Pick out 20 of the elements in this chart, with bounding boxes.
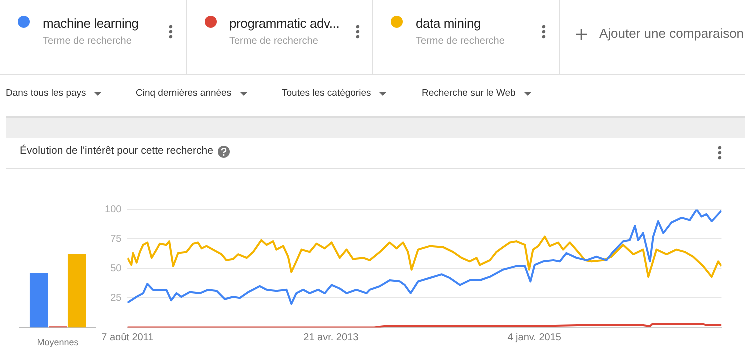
text: Recherche sur le Web [422,88,516,99]
y-tick-label: 75 [110,234,122,245]
legend-label: machine learning [43,16,139,31]
y-tick-label: 50 [110,263,122,274]
text: Toutes les catégories [282,88,372,99]
text: Terme de recherche [230,36,318,47]
y-tick-label: 25 [110,292,122,304]
legend-label: programmatic adv... [230,16,340,31]
text: Dans tous les pays [6,88,86,99]
x-tick-label: 7 août 2011 [102,332,154,344]
legend-label: data mining [416,16,482,31]
text: Cinq dernières années [136,88,232,99]
chart-title: Évolution de l'intérêt pour cette recherche [20,145,214,157]
text: Terme de recherche [416,36,505,47]
text: Ajouter une comparaison [600,26,744,41]
x-tick-label: 21 avr. 2013 [304,332,360,344]
y-tick-label: 100 [105,204,122,216]
text: Terme de recherche [43,36,132,47]
x-tick-label: 4 janv. 2015 [508,332,562,344]
x-tick-label: Moyennes [37,338,80,348]
